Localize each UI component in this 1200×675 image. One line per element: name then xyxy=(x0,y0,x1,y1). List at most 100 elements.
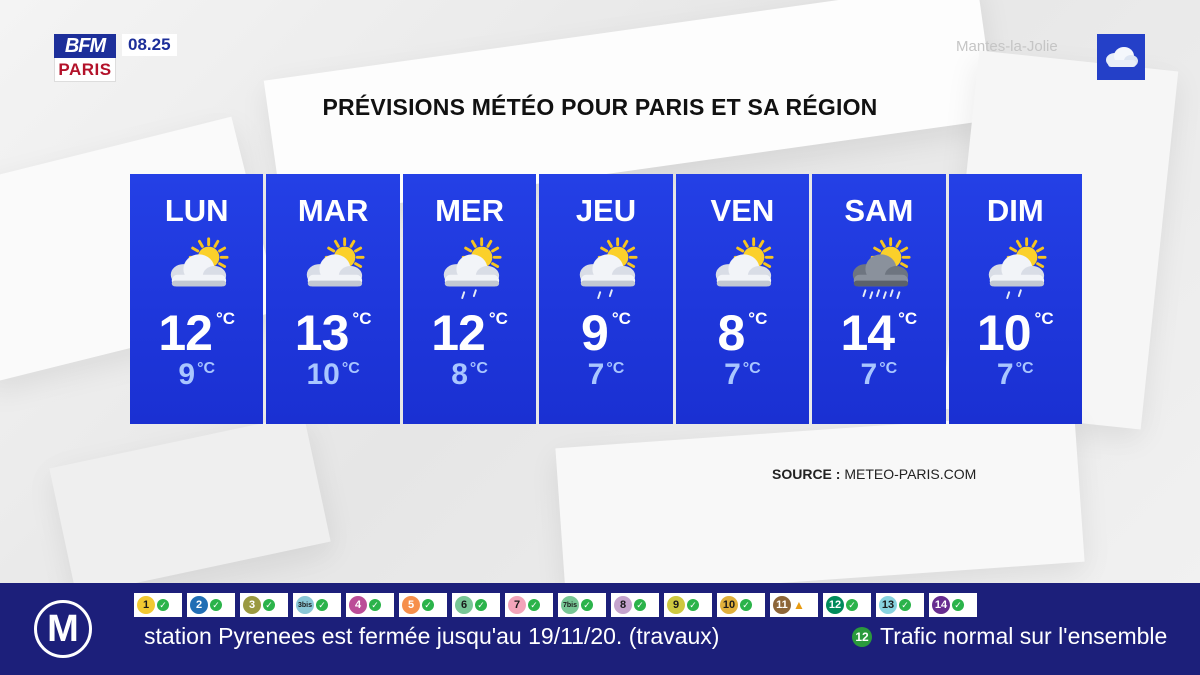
day-label: DIM xyxy=(986,193,1044,228)
check-icon: ✓ xyxy=(422,599,434,611)
check-icon: ✓ xyxy=(952,599,964,611)
forecast-cards: LUN 12 °C 9 °C MAR 13 °C 10 °C MER xyxy=(130,174,1082,424)
metro-line-1: 1 ✓ xyxy=(134,593,182,617)
forecast-card-jeu: JEU 9 °C 7 °C xyxy=(539,174,673,424)
temp-min-value: 7 xyxy=(587,358,605,391)
metro-line-9: 9 ✓ xyxy=(664,593,712,617)
temp-min: 7 °C xyxy=(997,359,1034,391)
temp-min-unit: °C xyxy=(879,360,898,377)
clock: 08.25 xyxy=(122,34,177,56)
line-badge: 12 xyxy=(852,626,872,647)
temp-min-value: 9 xyxy=(178,358,196,391)
line-number: 8 xyxy=(614,596,632,614)
line-number: 14 xyxy=(932,596,950,614)
metro-icon: M xyxy=(34,600,92,658)
channel-logo: BFM PARIS xyxy=(54,34,116,82)
source-label: SOURCE : xyxy=(772,466,841,482)
temp-min: 7 °C xyxy=(724,359,761,391)
metro-line-5: 5 ✓ xyxy=(399,593,447,617)
metro-line-10: 10 ✓ xyxy=(717,593,765,617)
weather-icon-sun-behind-cloud-icon xyxy=(157,228,237,305)
temp-min-unit: °C xyxy=(197,360,216,377)
temp-max-value: 12 xyxy=(431,305,486,361)
temp-max: 8 °C xyxy=(717,307,767,359)
check-icon: ✓ xyxy=(687,599,699,611)
metro-line-4: 4 ✓ xyxy=(346,593,394,617)
temp-max-value: 9 xyxy=(581,305,609,361)
forecast-card-mar: MAR 13 °C 10 °C xyxy=(266,174,400,424)
day-label: LUN xyxy=(164,193,229,228)
page-title: PRÉVISIONS MÉTÉO POUR PARIS ET SA RÉGION xyxy=(322,94,878,120)
line-number: 9 xyxy=(667,596,685,614)
temp-min: 9 °C xyxy=(178,359,215,391)
check-icon: ✓ xyxy=(846,599,858,611)
check-icon: ✓ xyxy=(263,599,275,611)
weather-icon-sun-dark-cloud-heavy-rain-icon xyxy=(839,228,919,305)
metro-line-2: 2 ✓ xyxy=(187,593,235,617)
temp-max-value: 14 xyxy=(840,305,895,361)
ticker-message-2: 12 Trafic normal sur l'ensemble xyxy=(852,623,1200,650)
day-label: VEN xyxy=(710,193,775,228)
line-number: 13 xyxy=(879,596,897,614)
temp-min: 7 °C xyxy=(861,359,898,391)
temp-min: 8 °C xyxy=(451,359,488,391)
temp-max-unit: °C xyxy=(352,309,372,328)
line-number: 4 xyxy=(349,596,367,614)
metro-lines-status: 1 ✓ 2 ✓ 3 ✓ 3bis ✓ 4 ✓ 5 ✓ 6 ✓ 7 ✓ 7bis ✓ 8 ✓ 9 ✓ 10 ✓ 11 ▲ 12 ✓ 13 ✓… xyxy=(134,593,977,617)
logo-bfm: BFM xyxy=(54,34,116,58)
metro-line-12: 12 ✓ xyxy=(823,593,871,617)
weather-icon-sun-cloud-rain-icon xyxy=(566,228,646,305)
check-icon: ✓ xyxy=(475,599,487,611)
check-icon: ✓ xyxy=(369,599,381,611)
line-number: 2 xyxy=(190,596,208,614)
line-number: 7bis xyxy=(561,596,579,614)
check-icon: ✓ xyxy=(210,599,222,611)
temp-min-unit: °C xyxy=(341,360,360,377)
temp-max: 13 °C xyxy=(295,307,372,359)
metro-line-6: 6 ✓ xyxy=(452,593,500,617)
temp-min-value: 7 xyxy=(724,358,741,391)
line-number: 12 xyxy=(826,596,844,614)
temp-max: 9 °C xyxy=(581,307,631,359)
metro-line-7: 7 ✓ xyxy=(505,593,553,617)
line-number: 3bis xyxy=(296,596,314,614)
weather-icon-sun-cloud-rain-icon xyxy=(430,228,510,305)
city-label: Mantes-la-Jolie xyxy=(956,38,1058,55)
warning-icon: ▲ xyxy=(793,598,805,612)
temp-max: 12 °C xyxy=(431,307,508,359)
check-icon: ✓ xyxy=(634,599,646,611)
line-number: 3 xyxy=(243,596,261,614)
check-icon: ✓ xyxy=(581,599,593,611)
forecast-card-ven: VEN 8 °C 7 °C xyxy=(675,174,810,424)
metro-line-3bis: 3bis ✓ xyxy=(293,593,341,617)
temp-max: 12 °C xyxy=(158,307,235,359)
weather-icon-sun-cloud-rain-icon xyxy=(975,228,1055,305)
temp-min-unit: °C xyxy=(606,360,625,377)
ticker-message: station Pyrenees est fermée jusqu'au 19/… xyxy=(144,623,720,649)
temp-max-value: 10 xyxy=(976,305,1032,361)
check-icon: ✓ xyxy=(899,599,911,611)
temp-max-value: 8 xyxy=(717,305,745,361)
line-number: 6 xyxy=(455,596,473,614)
temp-max-value: 13 xyxy=(294,305,350,361)
metro-line-11: 11 ▲ xyxy=(770,593,818,617)
weather-icon-sun-behind-cloud-icon xyxy=(293,228,373,305)
background-shape xyxy=(49,414,331,596)
temp-max-unit: °C xyxy=(488,309,508,328)
logo-paris: PARIS xyxy=(54,58,116,82)
check-icon: ✓ xyxy=(740,599,752,611)
source-credit: SOURCE : METEO-PARIS.COM xyxy=(772,466,976,482)
ticker-message-text: Trafic normal sur l'ensemble xyxy=(880,623,1168,649)
cloud-icon xyxy=(1097,34,1145,80)
line-number: 7 xyxy=(508,596,526,614)
temp-max-unit: °C xyxy=(1034,309,1054,328)
temp-min-value: 7 xyxy=(996,358,1014,391)
temp-max-unit: °C xyxy=(611,309,631,328)
metro-line-14: 14 ✓ xyxy=(929,593,977,617)
metro-line-13: 13 ✓ xyxy=(876,593,924,617)
temp-min-value: 8 xyxy=(451,358,468,391)
line-number: 5 xyxy=(402,596,420,614)
metro-line-7bis: 7bis ✓ xyxy=(558,593,606,617)
check-icon: ✓ xyxy=(528,599,540,611)
temp-min-unit: °C xyxy=(742,360,761,377)
